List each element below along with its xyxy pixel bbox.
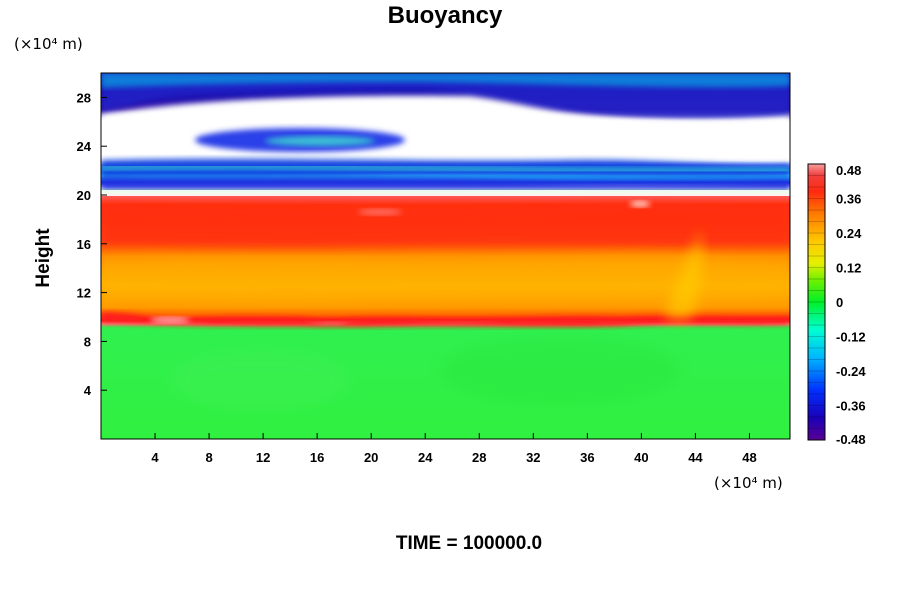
- colorbar-tick-label: 0: [836, 295, 843, 310]
- x-tick-label: 24: [418, 450, 433, 465]
- colorbar-tick-label: 0.36: [836, 192, 861, 207]
- y-axis-label: Height: [33, 228, 54, 288]
- y-tick-label: 4: [84, 383, 92, 398]
- x-tick-label: 44: [688, 450, 703, 465]
- colorbar-tick-label: -0.48: [836, 432, 866, 447]
- x-tick-label: 48: [742, 450, 756, 465]
- y-tick-label: 12: [77, 286, 91, 301]
- colorbar-tick-label: 0.24: [836, 226, 862, 241]
- colorbar-tick-label: 0.12: [836, 261, 861, 276]
- x-tick-label: 8: [205, 450, 212, 465]
- x-tick-label: 12: [256, 450, 270, 465]
- buoyancy-field: [101, 73, 790, 439]
- chart-title: Buoyancy: [388, 2, 503, 29]
- x-tick-label: 16: [310, 450, 324, 465]
- x-tick-label: 28: [472, 450, 486, 465]
- x-axis: 4 8 12 16 20 24 28 32 36 40 44 48: [151, 433, 757, 465]
- y-tick-label: 16: [77, 237, 91, 252]
- colorbar-tick-label: -0.12: [836, 330, 866, 345]
- colorbar-ticks: 0.48 0.36 0.24 0.12 0 -0.12 -0.24 -0.36 -0.48: [836, 163, 866, 447]
- y-tick-label: 28: [77, 90, 91, 105]
- colorbar-levels: [808, 175, 825, 429]
- colorbar-tick-label: -0.36: [836, 399, 866, 414]
- y-tick-label: 24: [77, 139, 92, 154]
- x-tick-label: 20: [364, 450, 378, 465]
- y-axis: 4 8 12 16 20 24 28: [77, 90, 107, 398]
- y-tick-label: 20: [77, 188, 91, 203]
- colorbar: 0.48 0.36 0.24 0.12 0 -0.12 -0.24 -0.36 -0.48: [807, 163, 866, 447]
- y-tick-label: 8: [84, 334, 91, 349]
- y-unit-label: (×10⁴ m): [14, 35, 83, 53]
- x-tick-label: 4: [151, 450, 159, 465]
- colorbar-tick-label: 0.48: [836, 163, 861, 178]
- plot-frame: [100, 72, 791, 440]
- x-tick-label: 32: [526, 450, 540, 465]
- x-unit-label: (×10⁴ m): [714, 474, 783, 492]
- x-tick-label: 36: [580, 450, 594, 465]
- time-label: TIME = 100000.0: [396, 533, 542, 554]
- colorbar-tick-label: -0.24: [836, 364, 866, 379]
- x-tick-label: 40: [634, 450, 648, 465]
